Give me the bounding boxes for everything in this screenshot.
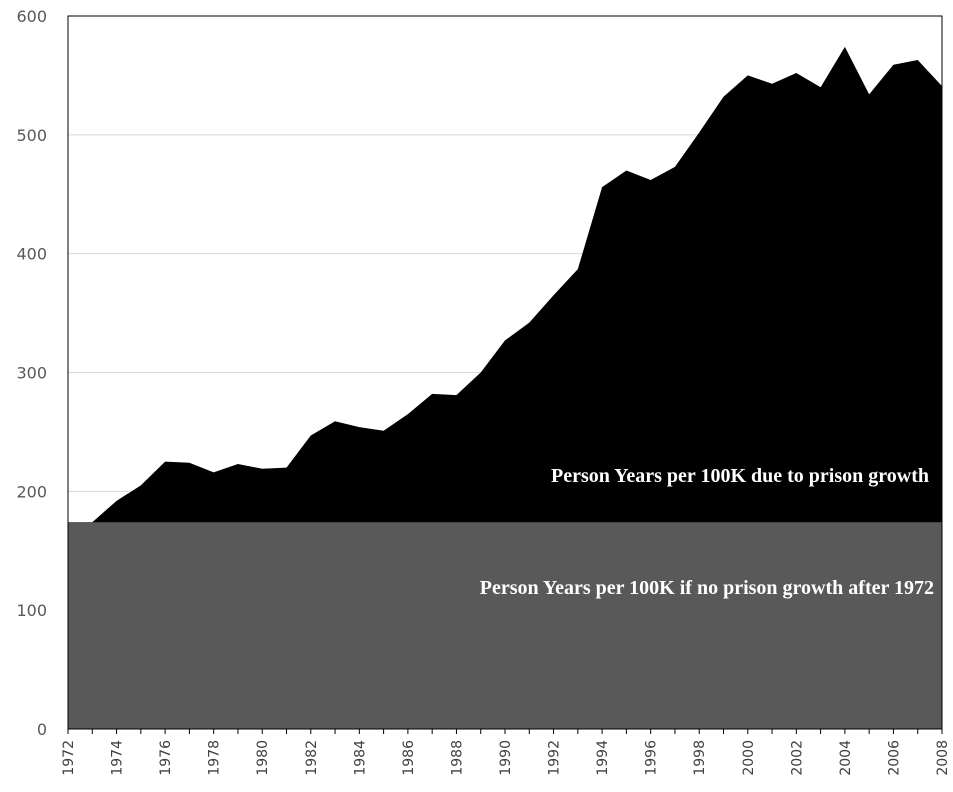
y-tick-label: 200 bbox=[16, 482, 47, 501]
x-tick-label: 1994 bbox=[595, 740, 611, 776]
x-tick-label: 2008 bbox=[935, 740, 951, 776]
x-axis: 1972 1974 1976 1978 1980 1982 1984 1986 1988 1990… bbox=[61, 729, 951, 776]
x-tick-label: 1972 bbox=[61, 740, 77, 776]
x-tick-label: 2004 bbox=[838, 740, 854, 776]
series-no-growth-area bbox=[68, 522, 942, 729]
x-tick-label: 1982 bbox=[304, 740, 320, 776]
x-tick-label: 1980 bbox=[255, 740, 271, 776]
y-tick-label: 600 bbox=[16, 7, 47, 26]
series-no-growth-label: Person Years per 100K if no prison growt… bbox=[480, 577, 934, 599]
y-tick-label: 400 bbox=[16, 245, 47, 264]
x-tick-label: 1978 bbox=[207, 740, 223, 776]
x-tick-label: 1984 bbox=[352, 740, 368, 776]
x-tick-label: 1992 bbox=[547, 740, 563, 776]
x-tick-label: 1990 bbox=[498, 740, 514, 776]
x-tick-label: 1998 bbox=[692, 740, 708, 776]
x-tick-label: 1976 bbox=[158, 740, 174, 776]
x-tick-label: 1996 bbox=[644, 740, 660, 776]
x-tick-label: 2006 bbox=[886, 740, 902, 776]
x-tick-label: 1974 bbox=[110, 740, 126, 776]
x-tick-label: 2000 bbox=[741, 740, 757, 776]
y-tick-label: 0 bbox=[37, 720, 47, 739]
y-tick-label: 100 bbox=[16, 601, 47, 620]
x-tick-label: 2002 bbox=[789, 740, 805, 776]
x-tick-label: 1988 bbox=[449, 740, 465, 776]
y-tick-label: 300 bbox=[16, 364, 47, 383]
x-tick-label: 1986 bbox=[401, 740, 417, 776]
y-tick-label: 500 bbox=[16, 126, 47, 145]
series-prison-growth-label: Person Years per 100K due to prison grow… bbox=[551, 465, 929, 487]
y-axis: 0 100 200 300 400 500 600 bbox=[16, 7, 47, 739]
